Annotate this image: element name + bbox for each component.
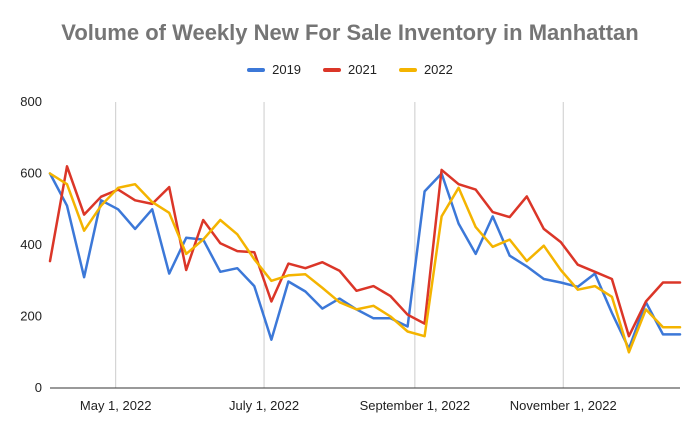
y-tick-label-2: 400 bbox=[20, 237, 42, 252]
legend: 2019 2021 2022 bbox=[0, 62, 700, 77]
chart-title: Volume of Weekly New For Sale Inventory … bbox=[61, 20, 639, 45]
legend-label-2019: 2019 bbox=[272, 62, 302, 77]
y-tick-label-4: 800 bbox=[20, 94, 42, 109]
x-tick-label-3: November 1, 2022 bbox=[510, 398, 617, 413]
x-tick-label-2: September 1, 2022 bbox=[360, 398, 471, 413]
legend-item-2019: 2019 bbox=[247, 62, 301, 77]
legend-item-2021: 2021 bbox=[323, 62, 377, 77]
legend-label-2022: 2022 bbox=[423, 62, 453, 77]
legend-item-2022: 2022 bbox=[398, 62, 453, 77]
y-tick-label-0: 0 bbox=[35, 380, 42, 395]
legend-swatch-2022 bbox=[398, 67, 417, 72]
x-tick-label-0: May 1, 2022 bbox=[80, 398, 152, 413]
y-tick-label-1: 200 bbox=[20, 309, 42, 324]
series-line-2019 bbox=[48, 172, 682, 350]
legend-swatch-2021 bbox=[323, 67, 342, 72]
legend-label-2021: 2021 bbox=[348, 62, 377, 77]
series-line-2022 bbox=[48, 172, 682, 354]
legend-swatch-2019 bbox=[247, 67, 266, 72]
series-line-2021 bbox=[48, 165, 682, 338]
y-tick-label-3: 600 bbox=[20, 166, 42, 181]
x-tick-label-1: July 1, 2022 bbox=[229, 398, 299, 413]
